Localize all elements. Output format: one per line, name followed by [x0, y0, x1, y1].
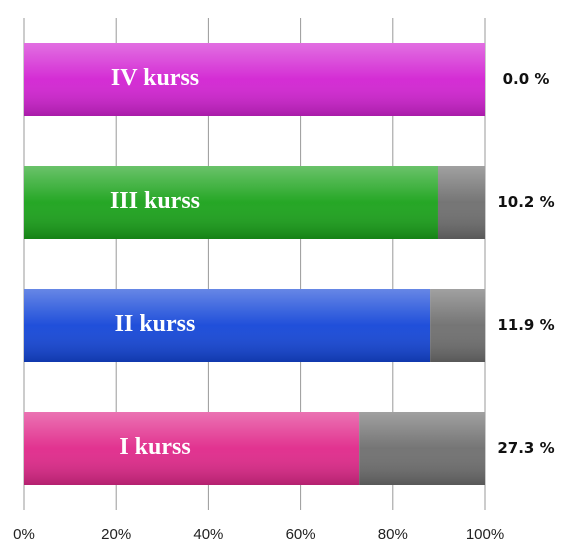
x-tick-label: 20%: [101, 526, 131, 543]
bar-gloss: [24, 412, 360, 485]
bar-gloss: [430, 289, 485, 362]
x-tick-label: 60%: [286, 526, 316, 543]
bar-gloss: [24, 166, 438, 239]
category-label: II kurss: [115, 311, 196, 337]
value-label: 11.9 %: [497, 316, 554, 334]
x-tick-label: 80%: [378, 526, 408, 543]
x-tick-label: 0%: [13, 526, 35, 543]
x-tick-label: 40%: [193, 526, 223, 543]
bar-gloss: [24, 43, 485, 116]
value-label: 10.2 %: [497, 193, 554, 211]
category-label: I kurss: [119, 434, 190, 460]
bar-gloss: [359, 412, 485, 485]
bar-gloss: [437, 166, 485, 239]
category-label: III kurss: [110, 188, 200, 214]
value-label: 0.0 %: [503, 70, 550, 88]
category-label: IV kurss: [111, 65, 199, 91]
x-tick-label: 100%: [466, 526, 504, 543]
value-label: 27.3 %: [497, 439, 554, 457]
bar-gloss: [24, 289, 431, 362]
